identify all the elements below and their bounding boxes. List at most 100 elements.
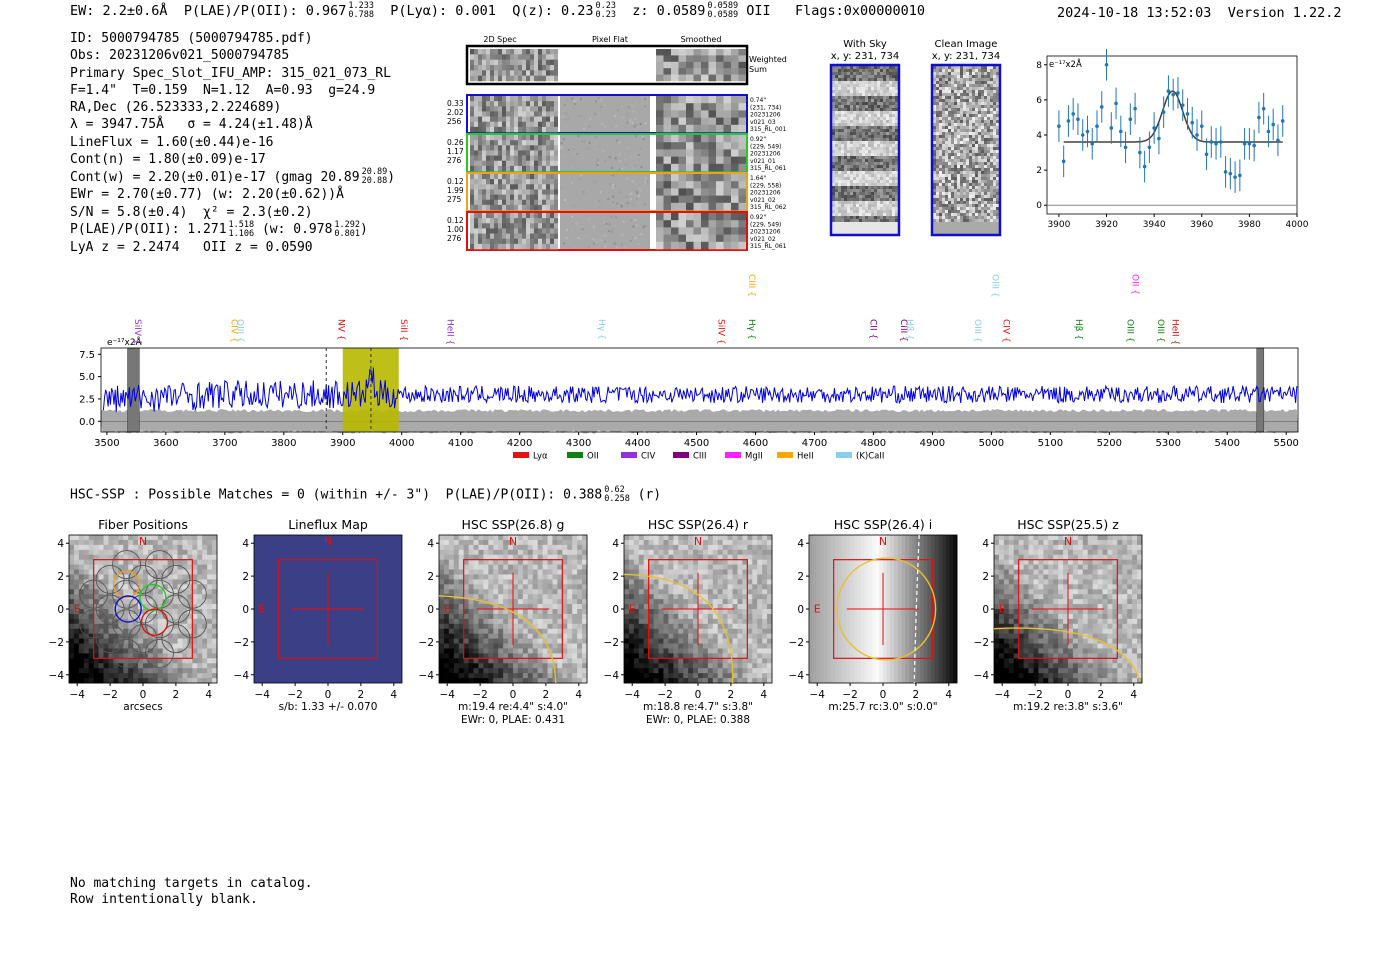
data-point xyxy=(1204,152,1209,157)
emission-line-label: HeII { xyxy=(445,319,455,345)
y-tick-label: −2 xyxy=(419,637,434,649)
fiber-circle xyxy=(177,579,207,609)
info-contw: Cont(w) = 2.20(±0.01)e-17 (gmag 20.89 20.… xyxy=(70,167,396,187)
x-tick-label: 4 xyxy=(205,689,212,701)
x-tick-label: −4 xyxy=(254,689,270,701)
info-sn: S/N = 5.8(±0.4) χ² = 2.3(±0.2) xyxy=(70,204,313,220)
svg-text:SiIV {: SiIV { xyxy=(132,319,142,345)
data-point xyxy=(1266,129,1271,134)
clean-xy: x, y: 231, 734 xyxy=(932,51,1001,62)
y-tick-label: −4 xyxy=(234,670,250,682)
emission-line-label: SiII { xyxy=(398,319,408,341)
data-point xyxy=(1090,141,1095,146)
east-label: E xyxy=(259,602,266,615)
clean-title: Clean Image xyxy=(935,39,998,50)
east-label: E xyxy=(999,602,1006,615)
data-point xyxy=(1066,119,1071,123)
y-tick-label: −2 xyxy=(234,637,249,649)
row-meta: v021_03 xyxy=(750,119,776,126)
x-tick-label: 4 xyxy=(945,689,952,701)
x-tick-label: 3900 xyxy=(1047,220,1070,230)
x-tick-label: 0 xyxy=(140,689,147,701)
y-tick-label: −2 xyxy=(789,637,804,649)
data-point xyxy=(1147,145,1152,150)
fiber-circle xyxy=(161,624,191,654)
row-fiber: 276 xyxy=(447,156,462,165)
legend-label: Lyα xyxy=(533,452,548,462)
plae-label: P(LAE)/P(OII): xyxy=(183,3,298,19)
svg-text:CIV {: CIV { xyxy=(228,319,238,343)
north-label: N xyxy=(694,535,702,548)
data-point xyxy=(1276,138,1280,143)
y-tick-label: 4 xyxy=(427,538,434,550)
x-tick-label: 3960 xyxy=(1190,220,1213,230)
fiber-green xyxy=(139,583,167,612)
data-point xyxy=(1185,112,1190,116)
fiber-circle xyxy=(112,638,142,668)
with-sky-image xyxy=(829,63,901,237)
z-range: 0.0589 0.0589 xyxy=(707,1,739,20)
legend-label: MgII xyxy=(745,452,763,462)
row-throughput: 1.99 xyxy=(447,186,464,195)
y-tick-label: 4 xyxy=(242,538,249,550)
emission-line-label: Hγ { xyxy=(746,319,756,340)
y-tick-label: 8 xyxy=(1036,61,1042,71)
emission-line-label: NV { xyxy=(336,319,346,340)
x-tick-label: 5200 xyxy=(1097,438,1122,449)
plae-range: 1.233 0.788 xyxy=(348,1,374,20)
info-params: F=1.4" T=0.159 N=1.12 A=0.93 g=24.9 xyxy=(70,82,376,98)
svg-text:CIII {: CIII { xyxy=(746,274,756,297)
x-tick-label: 2 xyxy=(913,689,920,701)
row-meta: 315_RL_062 xyxy=(750,204,787,211)
svg-text:CIII {: CIII { xyxy=(898,319,908,342)
legend-label: CIII xyxy=(693,452,706,462)
data-point xyxy=(1271,122,1275,127)
data-point xyxy=(1123,145,1128,150)
aperture-box xyxy=(833,559,933,659)
emission-line-label: OIII { xyxy=(1125,319,1135,343)
data-point xyxy=(1209,140,1214,144)
info-radec: RA,Dec (26.523333,2.224689) xyxy=(70,100,282,116)
qz-range: 0.23 0.23 xyxy=(595,1,616,20)
svg-text:OIII {: OIII { xyxy=(972,319,982,343)
svg-text:OIII {: OIII { xyxy=(990,274,1000,298)
fiber-circle xyxy=(79,609,109,639)
panel-title: HSC SSP(25.5) z xyxy=(1017,517,1119,532)
emission-line-label: OIII { xyxy=(1155,319,1165,343)
fiber-circle xyxy=(79,579,109,609)
dashed-contour xyxy=(913,534,920,684)
footer-line-1: No matching targets in catalog. xyxy=(70,876,313,891)
cutout-row-frame xyxy=(466,211,748,251)
x-tick-label: 4300 xyxy=(566,438,591,449)
x-tick-label: 4700 xyxy=(802,438,827,449)
row-throughput: 1.17 xyxy=(447,147,464,156)
panel-title: HSC SSP(26.8) g xyxy=(462,517,565,532)
data-point xyxy=(1190,120,1195,125)
emission-line-label: CII { xyxy=(867,319,877,339)
svg-text:NV {: NV { xyxy=(336,319,346,340)
row-meta: 20231206 xyxy=(750,229,781,236)
data-point xyxy=(1219,140,1223,144)
x-tick-label: 3500 xyxy=(94,438,119,449)
info-plae: P(LAE)/P(OII): 1.271 1.518 1.106 (w: 0.978… xyxy=(70,219,368,239)
north-label: N xyxy=(324,535,332,548)
svg-text:Hγ {: Hγ { xyxy=(596,319,606,340)
galaxy-ellipse xyxy=(623,573,734,684)
fiber-circle xyxy=(144,638,174,668)
header-summary: EW: 2.2±0.6Å P(LAE)/P(OII): 0.967 1.233 0.… xyxy=(70,2,925,20)
x-tick-label: −2 xyxy=(102,689,117,701)
emission-line-label: CIII { xyxy=(746,274,756,297)
data-point xyxy=(1104,62,1109,67)
data-point xyxy=(1076,117,1080,121)
y-tick-label: 2.5 xyxy=(79,394,95,405)
panel-caption-2: EWr: 0, PLAE: 0.388 xyxy=(646,714,750,726)
x-tick-label: 0 xyxy=(1065,689,1072,701)
x-tick-label: −4 xyxy=(994,689,1010,701)
svg-text:HeII {: HeII { xyxy=(445,319,455,345)
data-point xyxy=(1233,175,1237,179)
row-meta: 20231206 xyxy=(750,112,781,119)
y-tick-label: −2 xyxy=(49,637,64,649)
row-meta: 20231206 xyxy=(750,190,781,197)
emission-line-label: OII { xyxy=(1129,274,1139,295)
